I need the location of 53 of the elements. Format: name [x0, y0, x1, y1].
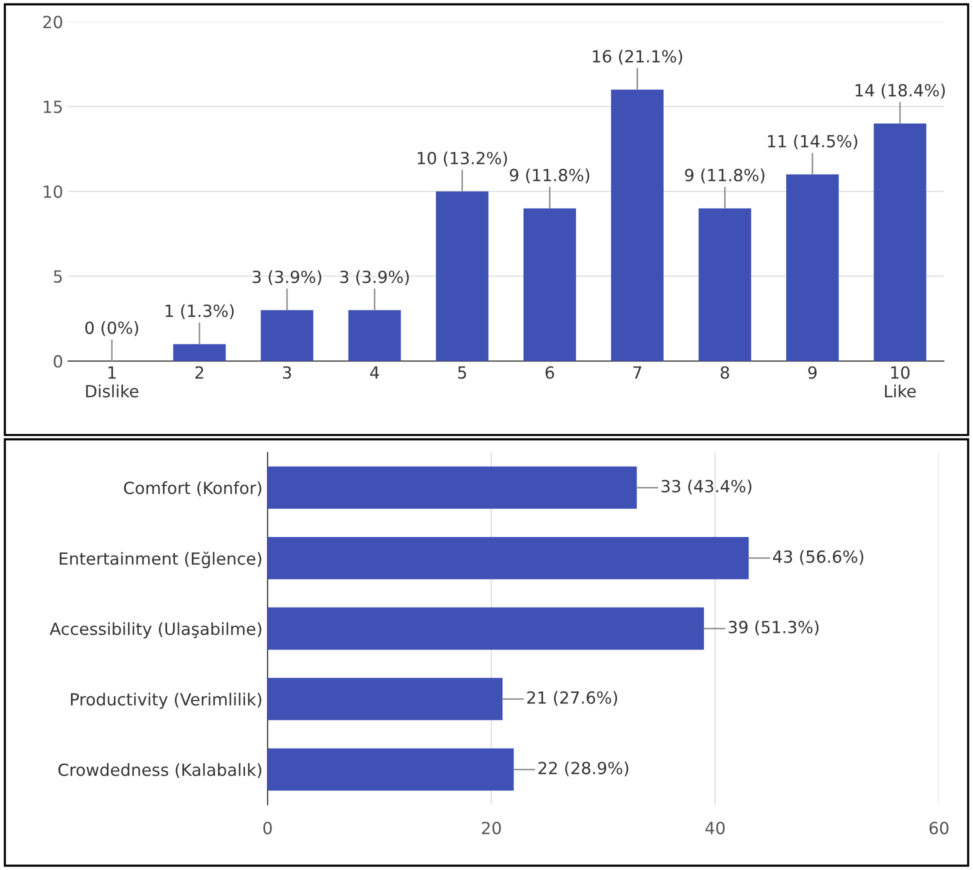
bar [268, 536, 749, 580]
x-tick-label: 10 Like [885, 366, 916, 398]
x-tick-label: 3 [283, 366, 291, 379]
bar [611, 90, 664, 362]
y-tick-label: Productivity (Verimlilik) [71, 692, 262, 709]
data-label: 3 (3.9%) [252, 270, 322, 286]
bar [268, 607, 704, 650]
bar [268, 466, 637, 509]
x-tick-label: 20 [482, 822, 501, 834]
x-tick-label: 8 [720, 366, 730, 379]
x-tick-label: 60 [930, 822, 948, 834]
x-tick-label: 7 [633, 366, 642, 379]
bar [268, 748, 514, 791]
bar [173, 344, 226, 362]
x-tick-label: 5 [458, 366, 466, 379]
bar [523, 208, 576, 362]
x-tick-label: 6 [546, 366, 554, 379]
bar [260, 310, 314, 362]
y-tick-label: 15 [44, 100, 62, 114]
x-tick-label: 4 [370, 366, 379, 379]
data-label: 43 (56.6%) [773, 550, 864, 565]
y-tick-label: 0 [54, 355, 62, 368]
y-tick-label: Comfort (Konfor) [124, 481, 262, 496]
data-label: 16 (21.1%) [592, 50, 682, 65]
data-label: 10 (13.2%) [418, 152, 507, 166]
data-label: 1 (1.3%) [166, 304, 234, 320]
y-tick-label: 10 [44, 185, 62, 198]
x-tick-label: 2 [195, 366, 204, 379]
data-label: 9 (11.8%) [510, 168, 590, 184]
y-tick-label: Crowdedness (Kalabalık) [58, 763, 262, 778]
bar [436, 191, 488, 362]
bar [786, 174, 839, 362]
data-label: 39 (51.3%) [728, 620, 818, 636]
data-label: 11 (14.5%) [768, 134, 858, 150]
data-label: 0 (0%) [85, 321, 138, 336]
data-label: 14 (18.4%) [856, 84, 945, 99]
y-tick-label: 20 [43, 16, 62, 28]
y-tick-label: 5 [54, 270, 62, 283]
data-label: 21 (27.6%) [527, 691, 618, 706]
data-label: 33 (43.4%) [662, 480, 752, 494]
y-tick-label: Entertainment (Eğlence) [60, 552, 262, 568]
bar [268, 678, 503, 720]
y-tick-label: Accessibility (Ulaşabilme) [50, 622, 262, 638]
data-label: 3 (3.9%) [340, 270, 409, 286]
x-tick-label: 0 [263, 822, 272, 834]
x-tick-label: 9 [808, 366, 817, 379]
x-tick-label: 1 Dislike [86, 366, 138, 398]
bar [874, 124, 926, 362]
data-label: 9 (11.8%) [685, 168, 764, 184]
bar [698, 208, 752, 362]
data-label: 22 (28.9%) [538, 761, 628, 776]
bar [348, 310, 401, 362]
x-tick-label: 40 [705, 822, 725, 834]
